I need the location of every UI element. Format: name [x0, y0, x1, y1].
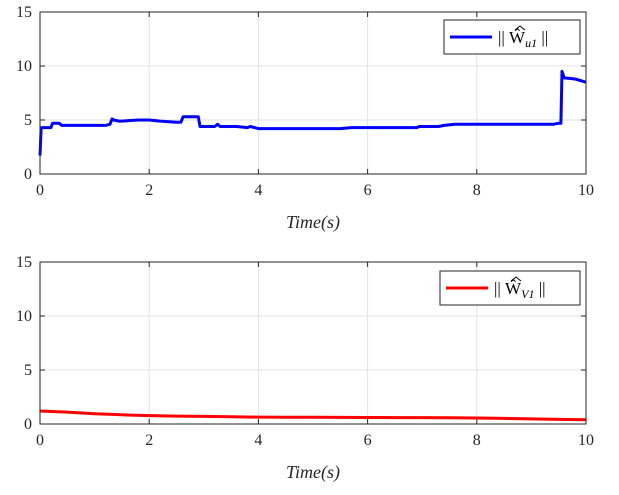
x-tick-label: 8	[473, 432, 481, 449]
x-tick-label: 8	[473, 182, 481, 199]
chart-panel-1: 0 2 4 6 8 10 0 5 10 15 Time(s) || Ŵu1 ||	[16, 4, 594, 233]
axes-box	[39, 261, 587, 425]
axes-box	[39, 11, 587, 175]
chart-panel-2: 0 2 4 6 8 10 0 5 10 15 Time(s) || ŴV1 ||	[16, 254, 594, 483]
hat-accent	[514, 25, 526, 31]
y-tick-label: 10	[16, 308, 32, 325]
y-tick-label: 15	[16, 4, 32, 21]
x-tick-label: 6	[364, 182, 372, 199]
x-tick-label: 4	[254, 432, 262, 449]
series-line-1	[38, 69, 587, 156]
hat-accent	[510, 276, 522, 282]
x-tick-label: 2	[145, 432, 153, 449]
x-tick-label: 10	[578, 182, 594, 199]
legend: || ŴV1 ||	[439, 270, 581, 306]
legend-label: || ŴV1 ||	[494, 279, 546, 301]
y-tick-label: 0	[24, 166, 32, 183]
legend-label: || Ŵu1 ||	[498, 28, 548, 50]
x-tick-label: 0	[36, 182, 44, 199]
y-tick-label: 5	[24, 362, 32, 379]
y-tick-label: 10	[16, 58, 32, 75]
x-axis-label: Time(s)	[286, 462, 340, 483]
x-axis-label: Time(s)	[286, 212, 340, 233]
y-tick-label: 15	[16, 254, 32, 271]
x-tick-label: 6	[364, 432, 372, 449]
x-tick-label: 2	[145, 182, 153, 199]
x-tick-label: 0	[36, 432, 44, 449]
series-line-1	[39, 409, 587, 422]
x-tick-label: 4	[254, 182, 262, 199]
y-tick-label: 5	[24, 112, 32, 129]
x-tick-label: 10	[578, 432, 594, 449]
legend: || Ŵu1 ||	[443, 19, 581, 55]
y-tick-label: 0	[24, 416, 32, 433]
